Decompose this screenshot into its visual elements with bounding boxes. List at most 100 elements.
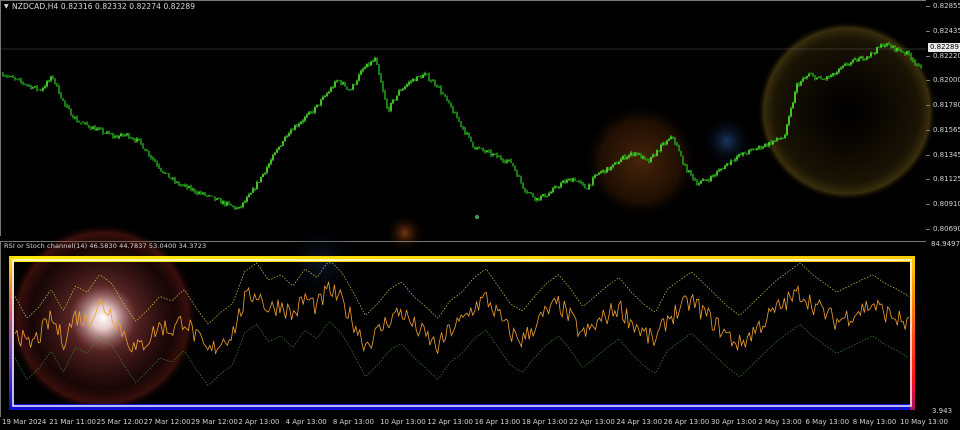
candle-body <box>898 47 900 51</box>
candle-body <box>284 136 286 142</box>
price-axis-label: 0.82435 <box>933 26 960 35</box>
candle-body <box>380 74 382 83</box>
time-axis[interactable]: 19 Mar 2024 21 Mar 11:00 25 Mar 12:00 27 Ma… <box>0 417 948 430</box>
candle-body <box>888 43 890 46</box>
candle-body <box>788 116 790 125</box>
candle-body <box>382 82 384 91</box>
candle-body <box>514 165 516 171</box>
lens-flare-dot <box>475 215 479 219</box>
lens-flare-blue <box>701 115 753 167</box>
candle-body <box>76 117 78 123</box>
candle-body <box>712 175 714 177</box>
candle-body <box>490 151 492 156</box>
candle-body <box>760 146 762 149</box>
candle-body <box>706 180 708 181</box>
candle-body <box>892 45 894 48</box>
candle-body <box>768 142 770 146</box>
candle-body <box>700 181 702 184</box>
candle-body <box>714 174 716 176</box>
candle-body <box>62 98 64 101</box>
candle-body <box>770 142 772 145</box>
candle-body <box>292 129 294 131</box>
price-chart <box>1 21 937 253</box>
candle-body <box>644 156 646 159</box>
candle-body <box>132 138 134 140</box>
candle-body <box>410 81 412 83</box>
candle-body <box>902 51 904 53</box>
candle-body <box>628 155 630 158</box>
candle-body <box>176 182 178 183</box>
candle-body <box>252 188 254 193</box>
time-axis-label: 8 Apr 13:00 <box>332 418 375 426</box>
candle-body <box>418 76 420 78</box>
collapse-triangle-icon[interactable]: ▼ <box>4 3 9 10</box>
candle-body <box>702 179 704 182</box>
price-tick <box>926 55 930 57</box>
indicator-pane[interactable]: RSI or Stoch channel(14) 46.5830 44.7837… <box>0 222 926 417</box>
candle-body <box>516 170 518 177</box>
candle-body <box>538 197 540 200</box>
candle-body <box>834 73 836 75</box>
candle-body <box>228 202 230 204</box>
candle-body <box>694 179 696 181</box>
time-axis-label: 29 Mar 12:00 <box>191 418 238 426</box>
candle-body <box>856 58 858 62</box>
candle-body <box>698 183 700 185</box>
candle-body <box>248 194 250 198</box>
candle-body <box>150 155 152 158</box>
time-axis-label: 22 Apr 13:00 <box>569 418 615 426</box>
candle-body <box>364 67 366 69</box>
candle-body <box>726 163 728 166</box>
candle-body <box>442 93 444 95</box>
candle-body <box>270 160 272 164</box>
candle-body <box>548 193 550 196</box>
candle-body <box>716 171 718 175</box>
candle-body <box>92 126 94 130</box>
candle-body <box>750 149 752 151</box>
candle-body <box>830 75 832 78</box>
candle-body <box>436 85 438 87</box>
candle-body <box>424 73 426 75</box>
candle-body <box>822 79 824 80</box>
candle-body <box>606 167 608 173</box>
candle-body <box>302 120 304 122</box>
price-pane[interactable]: ▼ NZDCAD,H4 0.82316 0.82332 0.82274 0.82… <box>0 0 937 253</box>
candle-body <box>46 81 48 87</box>
candle-body <box>420 76 422 79</box>
indicator-min-label: 3.943 <box>932 407 953 415</box>
candle-body <box>294 125 296 131</box>
price-axis-label: 0.81345 <box>933 150 960 159</box>
candle-body <box>372 60 374 62</box>
oscillator-series <box>14 262 910 386</box>
candle-body <box>910 54 912 60</box>
candle-body <box>306 114 308 117</box>
candle-body <box>322 96 324 100</box>
candle-body <box>858 58 860 62</box>
candle-body <box>148 150 150 156</box>
candle-body <box>460 121 462 127</box>
candle-body <box>452 107 454 113</box>
candle-body <box>598 172 600 175</box>
candle-body <box>476 147 478 150</box>
candle-body <box>634 152 636 156</box>
candle-body <box>798 83 800 86</box>
candle-body <box>222 201 224 204</box>
candle-body <box>806 76 808 78</box>
candle-body <box>600 171 602 173</box>
candle-body <box>846 64 848 65</box>
candle-body <box>570 178 572 182</box>
candle-body <box>790 108 792 117</box>
candle-body <box>894 45 896 51</box>
candle-body <box>824 79 826 80</box>
candle-body <box>556 186 558 188</box>
candle-body <box>280 145 282 148</box>
candle-body <box>398 90 400 96</box>
candle-body <box>718 169 720 172</box>
candle-body <box>102 129 104 134</box>
candle-body <box>320 99 322 106</box>
candle-body <box>54 78 56 84</box>
time-axis-label: 16 Apr 13:00 <box>474 418 521 426</box>
channel-upper-line <box>14 262 910 325</box>
candle-body <box>40 89 42 91</box>
